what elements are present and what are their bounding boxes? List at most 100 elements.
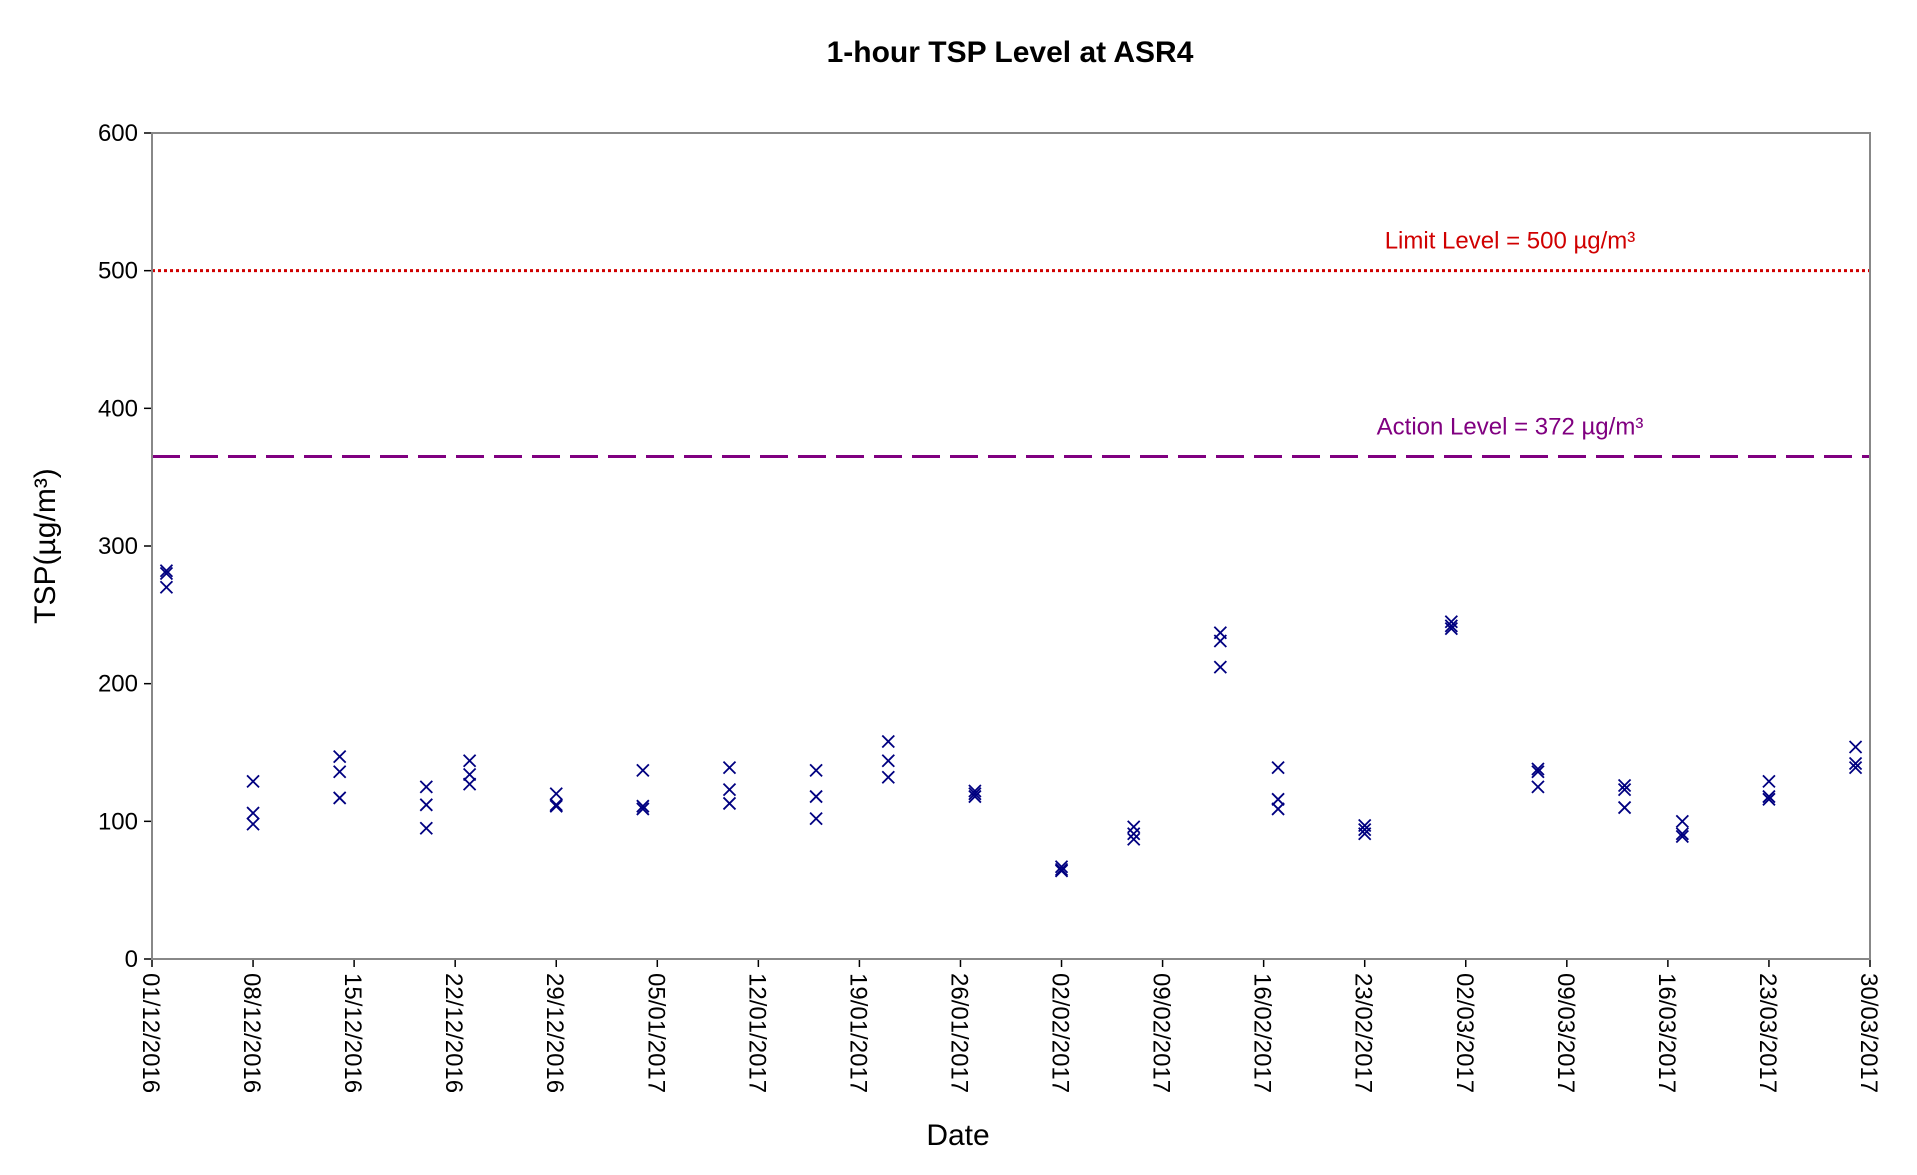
- chart-title: 1-hour TSP Level at ASR4: [827, 36, 1194, 69]
- x-tick-label: 09/03/2017: [1552, 973, 1579, 1093]
- y-tick-label: 100: [98, 808, 138, 835]
- x-tick-label: 30/03/2017: [1855, 973, 1882, 1093]
- data-point: [1358, 827, 1372, 841]
- data-point: [809, 789, 823, 804]
- data-point: [1848, 761, 1863, 775]
- data-point: [1762, 774, 1776, 789]
- x-axis-ticks: 01/12/2016 08/12/2016 15/12/2016 22/12/2016…: [137, 959, 1882, 1093]
- data-point: [1675, 827, 1689, 841]
- data-point: [1127, 820, 1141, 834]
- data-point: [1617, 778, 1632, 793]
- x-tick-label: 22/12/2016: [440, 973, 467, 1093]
- y-tick-label: 200: [98, 671, 138, 698]
- data-point: [419, 821, 433, 835]
- data-point: [419, 780, 433, 794]
- data-point: [636, 802, 650, 816]
- data-point: [1271, 761, 1285, 775]
- data-point: [968, 784, 982, 798]
- data-point: [159, 566, 174, 581]
- y-tick-label: 400: [98, 395, 138, 422]
- data-point: [549, 799, 563, 813]
- data-point: [1271, 802, 1285, 816]
- x-tick-label: 08/12/2016: [238, 973, 265, 1093]
- data-point: [1271, 792, 1285, 806]
- data-point: [1675, 814, 1689, 828]
- x-tick-label: 26/01/2017: [945, 973, 972, 1093]
- data-point: [1054, 862, 1069, 877]
- x-tick-label: 23/02/2017: [1350, 973, 1377, 1093]
- data-point: [462, 767, 477, 782]
- x-tick-label: 01/12/2016: [137, 973, 164, 1093]
- data-point: [1762, 792, 1776, 806]
- data-point: [1531, 765, 1545, 779]
- data-point: [1127, 832, 1141, 846]
- data-point: [1213, 660, 1227, 674]
- data-point: [246, 817, 260, 831]
- data-point: [1054, 860, 1069, 874]
- x-tick-label: 16/02/2017: [1249, 973, 1276, 1093]
- y-tick-label: 500: [98, 258, 138, 285]
- x-tick-label: 29/12/2016: [541, 973, 568, 1093]
- data-point: [722, 796, 737, 811]
- data-point: [462, 754, 477, 768]
- data-point: [636, 763, 650, 778]
- data-point: [333, 791, 347, 805]
- x-tick-label: 23/03/2017: [1754, 973, 1781, 1093]
- x-tick-label: 19/01/2017: [844, 973, 871, 1093]
- data-point: [549, 787, 563, 801]
- data-point: [1127, 827, 1141, 841]
- data-point: [1617, 783, 1632, 797]
- data-point: [246, 806, 260, 820]
- y-tick-label: 600: [98, 120, 138, 147]
- data-point: [1531, 780, 1545, 794]
- data-point: [419, 798, 433, 812]
- data-point: [722, 783, 737, 797]
- data-point: [1444, 619, 1458, 633]
- data-point: [881, 754, 895, 768]
- y-axis-label: TSP(µg/m³): [29, 468, 62, 624]
- x-axis-label: Date: [926, 1119, 989, 1152]
- x-tick-label: 15/12/2016: [339, 973, 366, 1093]
- data-point: [968, 787, 982, 801]
- data-point: [462, 777, 477, 791]
- y-tick-label: 0: [125, 946, 138, 973]
- data-point: [1675, 829, 1689, 844]
- reference-lines: Limit Level = 500 µg/m³ Action Level = 37…: [152, 228, 1870, 459]
- y-axis-ticks: 0 100 200 300 400 500 600: [98, 120, 152, 973]
- data-point: [1054, 864, 1069, 878]
- x-tick-label: 05/01/2017: [642, 973, 669, 1093]
- data-points: [159, 564, 1863, 878]
- x-tick-label: 16/03/2017: [1653, 973, 1680, 1093]
- limit-level-label: Limit Level = 500 µg/m³: [1385, 228, 1636, 255]
- x-tick-label: 02/03/2017: [1451, 973, 1478, 1093]
- data-point: [549, 798, 563, 812]
- x-tick-label: 02/02/2017: [1047, 973, 1074, 1093]
- data-point: [1762, 789, 1776, 804]
- x-tick-label: 12/01/2017: [743, 973, 770, 1093]
- data-point: [1358, 822, 1372, 837]
- data-point: [1848, 756, 1863, 771]
- data-point: [159, 564, 174, 578]
- data-point: [159, 580, 174, 594]
- data-point: [968, 789, 982, 804]
- data-point: [881, 770, 895, 784]
- data-point: [333, 749, 347, 764]
- action-level-label: Action Level = 372 µg/m³: [1377, 414, 1644, 441]
- data-point: [809, 811, 823, 826]
- data-point: [809, 763, 823, 778]
- data-point: [1213, 634, 1227, 648]
- plot-area-frame: [151, 132, 1871, 960]
- data-point: [1444, 621, 1458, 636]
- data-point: [246, 774, 260, 789]
- x-tick-label: 09/02/2017: [1148, 973, 1175, 1093]
- y-tick-label: 300: [98, 533, 138, 560]
- data-point: [636, 799, 650, 813]
- data-point: [1848, 740, 1863, 754]
- data-point: [881, 734, 895, 749]
- data-point: [333, 765, 347, 779]
- data-point: [1531, 762, 1545, 776]
- data-point: [722, 761, 737, 775]
- data-point: [1617, 800, 1632, 815]
